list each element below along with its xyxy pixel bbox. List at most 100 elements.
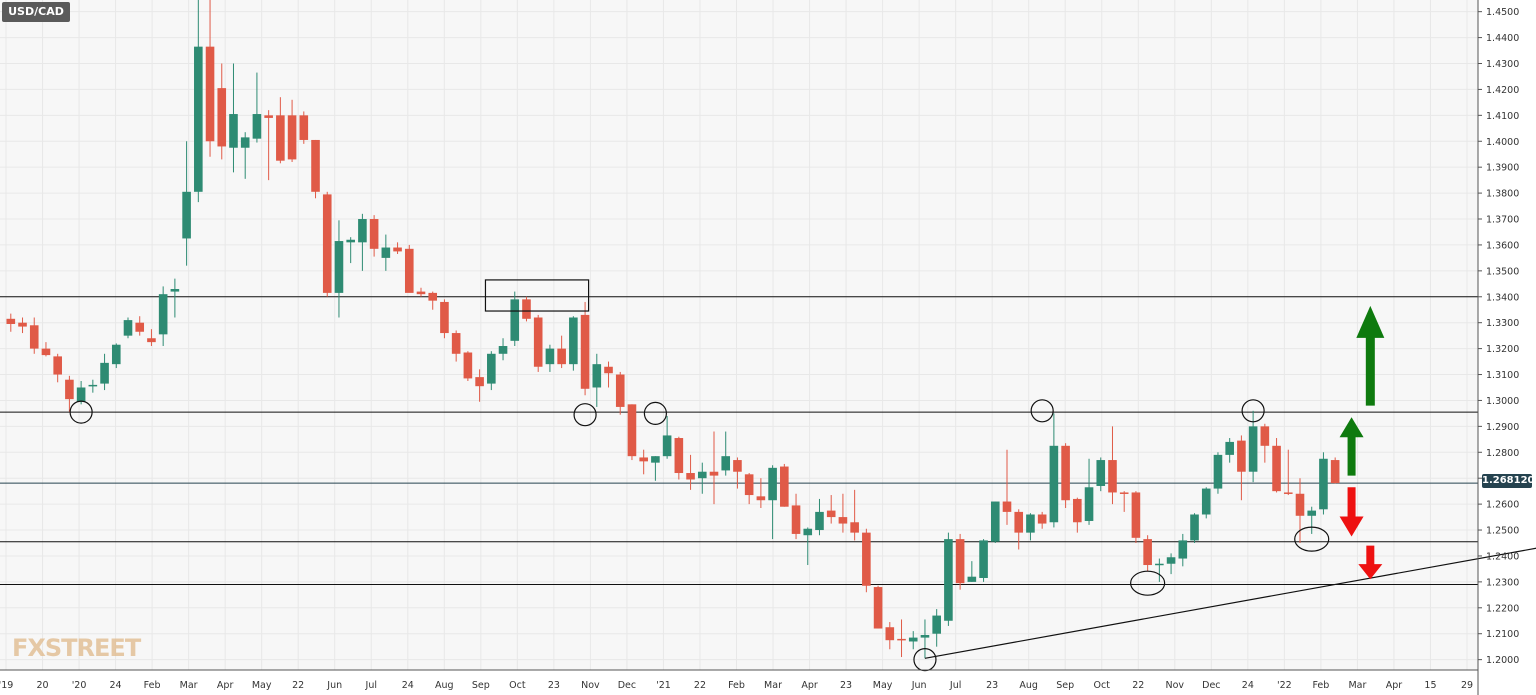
candle-body-bullish bbox=[1155, 563, 1164, 566]
candle-body-bullish bbox=[170, 288, 180, 292]
time-tick-label: 15 bbox=[1424, 680, 1436, 691]
time-tick-label: Mar bbox=[764, 680, 782, 691]
price-tick-label: 1.4500 bbox=[1486, 7, 1519, 18]
time-tick-label: '22 bbox=[1277, 680, 1292, 691]
annotations bbox=[69, 279, 1536, 672]
annotation-circle bbox=[1030, 399, 1054, 423]
annotation-circle bbox=[573, 403, 597, 427]
time-tick-label: Mar bbox=[1348, 680, 1366, 691]
candle-body-bullish bbox=[768, 467, 777, 501]
candle-body-bearish bbox=[533, 317, 543, 367]
candle-body-bearish bbox=[369, 219, 379, 249]
time-tick-label: Nov bbox=[581, 680, 600, 691]
annotation-circle bbox=[1130, 570, 1166, 596]
fxstreet-watermark: FXSTREET bbox=[12, 634, 141, 662]
price-tick-label: 1.3300 bbox=[1486, 318, 1519, 329]
candle-body-bearish bbox=[29, 325, 39, 349]
candle-body-bearish bbox=[440, 301, 449, 334]
price-tick-label: 1.3400 bbox=[1486, 292, 1519, 303]
candle-body-bullish bbox=[182, 191, 191, 239]
up-arrow bbox=[1356, 305, 1385, 406]
time-tick-label: Nov bbox=[1166, 680, 1185, 691]
candle-body-bearish bbox=[1119, 492, 1129, 494]
candle-body-bearish bbox=[897, 638, 906, 641]
price-tick-label: 1.4200 bbox=[1486, 85, 1519, 96]
price-tick-label: 1.3700 bbox=[1486, 215, 1519, 226]
candle-body-bullish bbox=[979, 540, 988, 578]
price-tick-label: 1.2900 bbox=[1486, 422, 1519, 433]
candle-body-bullish bbox=[88, 384, 98, 387]
time-tick-label: Jul bbox=[365, 680, 377, 691]
annotation-rectangle bbox=[484, 279, 590, 312]
candle-body-bullish bbox=[1096, 460, 1106, 486]
candle-body-bullish bbox=[967, 576, 977, 582]
trendline bbox=[924, 547, 1536, 659]
time-tick-label: Aug bbox=[435, 680, 454, 691]
candle-body-bullish bbox=[1190, 514, 1199, 541]
candle-body-bearish bbox=[404, 248, 414, 293]
candle-body-bullish bbox=[194, 46, 203, 192]
candle-body-bearish bbox=[862, 532, 871, 586]
price-tick-label: 1.3800 bbox=[1486, 189, 1519, 200]
candle-body-bearish bbox=[756, 496, 766, 501]
time-tick-label: Feb bbox=[1312, 680, 1329, 691]
price-tick-label: 1.2800 bbox=[1486, 448, 1519, 459]
time-tick-label: Feb bbox=[728, 680, 745, 691]
candle-body-bullish bbox=[920, 635, 930, 638]
candle-body-bullish bbox=[358, 219, 367, 243]
candle-body-bearish bbox=[873, 587, 883, 629]
time-tick-label: 24 bbox=[1242, 680, 1254, 691]
time-tick-label: '21 bbox=[656, 680, 671, 691]
candle-body-bullish bbox=[545, 348, 555, 365]
candle-body-bullish bbox=[662, 435, 672, 457]
candle-body-bearish bbox=[1260, 426, 1270, 446]
candle-body-bullish bbox=[697, 471, 707, 479]
time-tick-label: May bbox=[252, 680, 272, 691]
time-tick-label: Dec bbox=[1202, 680, 1220, 691]
time-tick-label: 22 bbox=[292, 680, 304, 691]
candle-body-bearish bbox=[1108, 460, 1117, 493]
price-tick-label: 1.4100 bbox=[1486, 111, 1519, 122]
horizontal-levels bbox=[0, 296, 1478, 585]
candle-body-bearish bbox=[65, 379, 74, 400]
time-tick-label: Aug bbox=[1019, 680, 1038, 691]
grid-lines bbox=[0, 0, 1478, 670]
candle-body-bullish bbox=[240, 137, 250, 148]
candle-body-bullish bbox=[1225, 441, 1234, 455]
candle-body-bearish bbox=[147, 338, 156, 343]
candle-body-bearish bbox=[733, 460, 742, 472]
candle-body-bearish bbox=[838, 517, 848, 524]
current-price-label: 1.268120 bbox=[1482, 474, 1535, 488]
time-tick-label: Oct bbox=[509, 680, 526, 691]
price-tick-label: 1.4400 bbox=[1486, 33, 1519, 44]
time-tick-label: '20 bbox=[72, 680, 87, 691]
time-tick-label: '19 bbox=[0, 680, 13, 691]
candle-body-bearish bbox=[580, 314, 590, 389]
price-tick-label: 1.2400 bbox=[1486, 551, 1519, 562]
candle-body-bearish bbox=[604, 366, 613, 374]
candle-body-bullish bbox=[592, 364, 602, 388]
candle-body-bearish bbox=[475, 377, 484, 387]
candle-body-bearish bbox=[744, 474, 754, 496]
candle-body-bearish bbox=[1073, 498, 1082, 523]
candle-body-bullish bbox=[944, 539, 953, 621]
time-tick-label: 29 bbox=[1461, 680, 1473, 691]
candle-body-bearish bbox=[1061, 445, 1070, 501]
candle-body-bullish bbox=[123, 320, 133, 336]
candle-body-bearish bbox=[1037, 514, 1047, 524]
candle-body-bearish bbox=[791, 505, 801, 534]
time-tick-label: Dec bbox=[618, 680, 636, 691]
candle-body-bearish bbox=[287, 115, 297, 160]
candle-body-bearish bbox=[41, 348, 51, 356]
candle-body-bearish bbox=[557, 348, 566, 365]
candle-body-bearish bbox=[428, 292, 438, 301]
candle-body-bearish bbox=[627, 404, 637, 457]
candle-body-bullish bbox=[932, 615, 941, 634]
time-tick-label: 24 bbox=[110, 680, 122, 691]
candle-body-bullish bbox=[1166, 557, 1176, 564]
annotation-circle bbox=[1294, 526, 1330, 552]
time-tick-label: May bbox=[873, 680, 893, 691]
candle-body-bearish bbox=[826, 510, 836, 518]
